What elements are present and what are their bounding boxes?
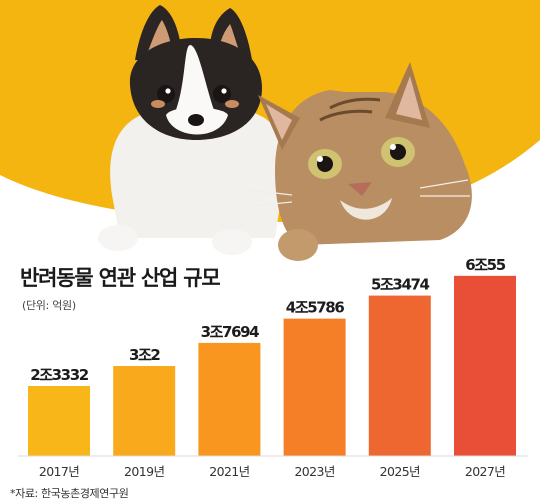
pets-illustration: [0, 0, 540, 261]
value-label: 5조3474: [371, 276, 430, 294]
value-label: 3조2: [129, 346, 160, 364]
unit-label: (단위: 억원): [22, 299, 76, 312]
x-tick-label: 2017년: [39, 464, 79, 479]
bars-group: [28, 275, 516, 456]
cat-icon: [249, 62, 472, 261]
value-label: 4조5786: [286, 299, 345, 317]
bar-2027년: [454, 275, 516, 456]
value-labels-group: 2조3332 3조2 3조7694 4조5786 5조3474 6조55: [30, 256, 507, 384]
bar-2017년: [28, 386, 90, 456]
chart-title: 반려동물 연관 산업 규모: [20, 266, 221, 290]
value-label: 3조7694: [201, 323, 260, 341]
bar-2025년: [368, 295, 431, 456]
x-tick-label: 2023년: [294, 464, 334, 479]
x-labels-group: 2017년 2019년 2021년 2023년 2025년 2027년: [39, 464, 506, 479]
bar-2019년: [113, 365, 176, 456]
value-label: 6조55: [465, 256, 505, 274]
value-label: 2조3332: [30, 366, 89, 384]
source-note: *자료: 한국농촌경제연구원: [10, 487, 129, 500]
x-tick-label: 2019년: [124, 464, 164, 479]
bar-2021년: [198, 342, 261, 456]
dog-icon: [98, 5, 286, 255]
x-tick-label: 2025년: [380, 464, 420, 479]
x-tick-label: 2021년: [209, 464, 249, 479]
x-tick-label: 2027년: [465, 464, 505, 479]
bar-2023년: [283, 318, 346, 456]
